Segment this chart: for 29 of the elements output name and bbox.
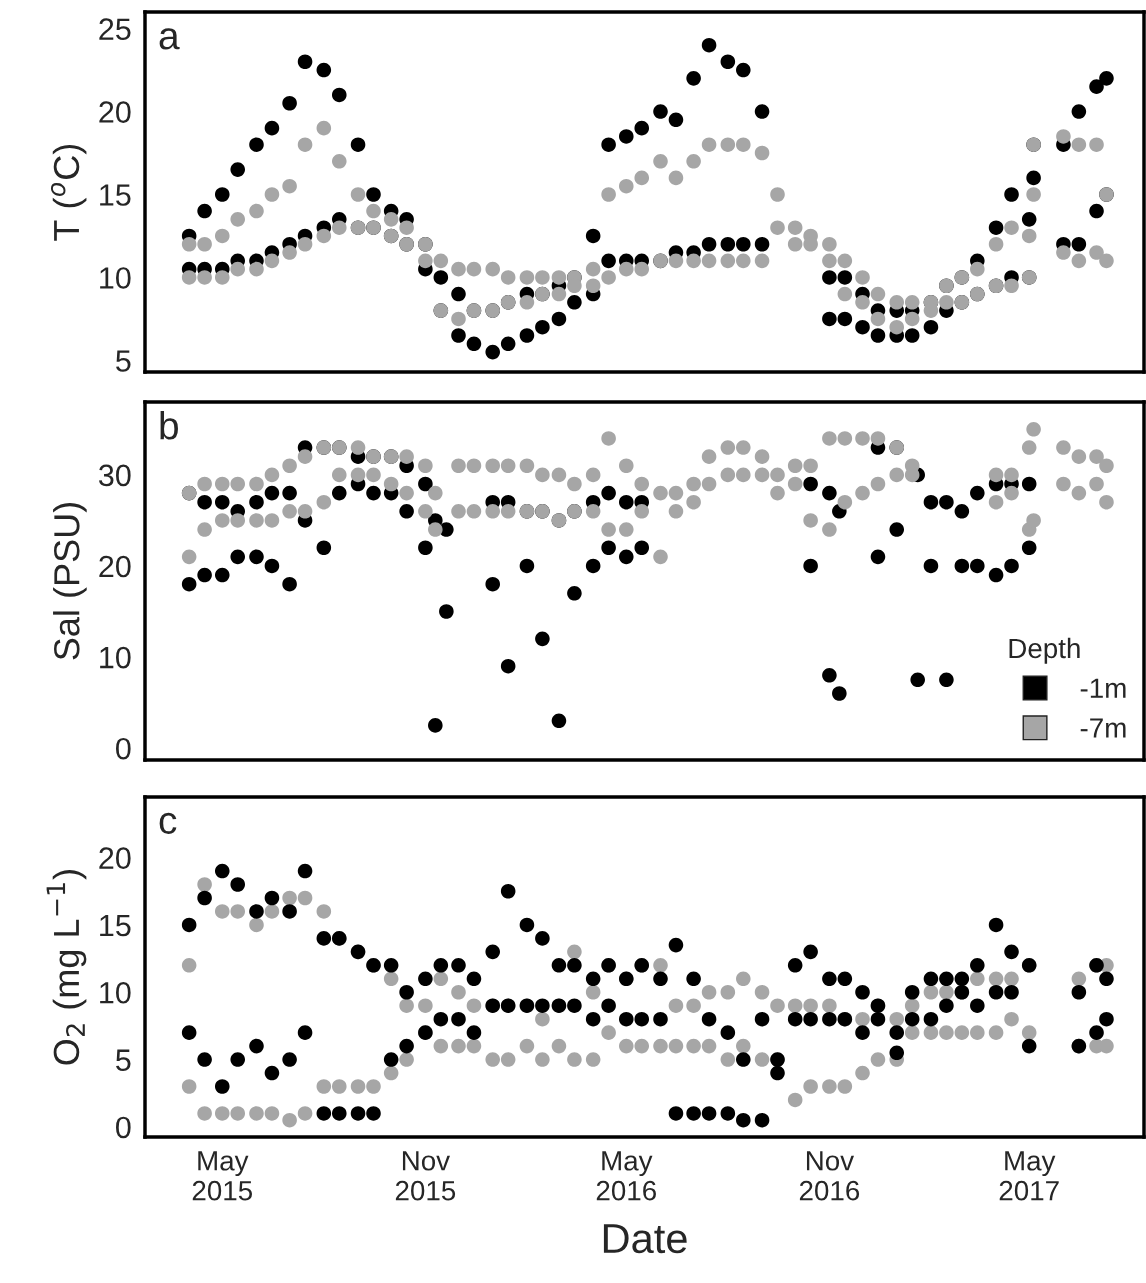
y-tick-label: 30	[98, 464, 131, 487]
y-tick-label: 10	[100, 646, 131, 669]
annotation: a	[159, 28, 180, 50]
y-tick-label: 15	[100, 184, 131, 206]
y-tick-label: 15	[100, 914, 131, 937]
y-tick-label: 20	[99, 847, 131, 869]
y-axis-title: O$_{2}$ (mg L$^{−1}$)	[46, 870, 87, 1065]
y-tick-label: 10	[100, 267, 131, 289]
legend-title: Depth	[1009, 637, 1080, 664]
y-tick-label: 5	[116, 1049, 131, 1071]
x-tick-label: May 2015	[192, 1151, 253, 1201]
y-tick-label: 5	[116, 350, 131, 372]
annotation: c	[159, 812, 177, 835]
x-tick-label: May 2016	[596, 1151, 656, 1201]
y-axis-title: Sal (PSU)	[53, 502, 87, 660]
y-tick-label: 20	[99, 555, 131, 578]
x-tick-label: Nov 2015	[395, 1151, 456, 1201]
x-tick-label: Nov 2016	[799, 1151, 860, 1201]
x-tick-label: May 2017	[999, 1151, 1059, 1201]
annotation: b	[160, 410, 178, 440]
y-tick-label: 0	[116, 1116, 131, 1139]
y-axis-title: T ($^{o}$C)	[50, 144, 87, 241]
y-tick-label: 20	[99, 101, 131, 123]
x-axis-title: Date	[603, 1224, 687, 1254]
legend-label: -7m	[1080, 718, 1126, 738]
y-tick-label: 10	[100, 981, 131, 1004]
y-tick-label: 25	[99, 18, 131, 40]
y-tick-label: 0	[116, 737, 131, 760]
legend-label: -1m	[1080, 678, 1126, 698]
